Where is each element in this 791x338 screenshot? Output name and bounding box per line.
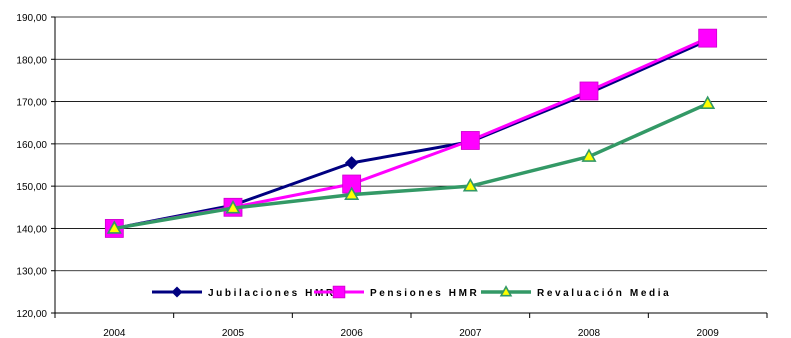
y-tick-label: 120,00 — [16, 309, 47, 320]
legend-entry-1: Pensiones HMR — [314, 285, 479, 299]
x-tick-label: 2006 — [341, 328, 364, 338]
series-1 — [104, 28, 718, 238]
legend: Jubilaciones HMR Pensiones HMR Revaluación… — [152, 285, 671, 299]
series-line — [114, 102, 709, 231]
legend-label: Revaluación Media — [537, 288, 671, 299]
triangle-marker — [462, 178, 478, 192]
triangle-marker — [499, 285, 513, 297]
legend-label: Pensiones HMR — [370, 288, 479, 299]
series-line — [114, 36, 709, 230]
axes — [51, 16, 768, 318]
legend-entry-0: Jubilaciones HMR — [152, 286, 336, 299]
y-tick-label: 170,00 — [16, 98, 47, 109]
triangle-marker — [225, 199, 241, 214]
diamond-marker — [344, 156, 359, 170]
series — [104, 28, 718, 238]
diamond-marker — [171, 286, 183, 298]
legend-entry-2: Revaluación Media — [481, 285, 671, 299]
square-marker — [579, 81, 599, 101]
y-tick-label: 140,00 — [16, 224, 47, 235]
square-marker — [332, 285, 346, 299]
x-tick-label: 2007 — [459, 328, 482, 338]
y-tick-label: 130,00 — [16, 267, 47, 278]
triangle-marker — [106, 220, 122, 234]
y-tick-label: 150,00 — [16, 182, 47, 193]
y-tick-label: 160,00 — [16, 140, 47, 151]
series-2 — [106, 95, 716, 234]
x-tick-label: 2005 — [222, 328, 245, 338]
square-marker — [460, 131, 480, 150]
y-tick-label: 180,00 — [16, 55, 47, 66]
y-tick-labels: 120,00 130,00 140,00 150,00 160,00 170,00 180,… — [16, 13, 47, 320]
x-tick-label: 2008 — [578, 328, 601, 338]
x-tick-label: 2009 — [697, 328, 720, 338]
grid-lines — [55, 16, 767, 272]
triangle-marker — [581, 148, 597, 162]
triangle-marker — [700, 95, 716, 110]
x-tick-label: 2004 — [103, 328, 126, 338]
square-marker — [698, 28, 718, 48]
series-0 — [107, 33, 715, 236]
triangle-marker — [344, 186, 360, 200]
series-line — [114, 38, 709, 230]
legend-label: Jubilaciones HMR — [208, 288, 336, 299]
y-tick-label: 190,00 — [16, 13, 47, 24]
x-tick-labels: 2004 2005 2006 2007 2008 2009 — [103, 328, 719, 338]
